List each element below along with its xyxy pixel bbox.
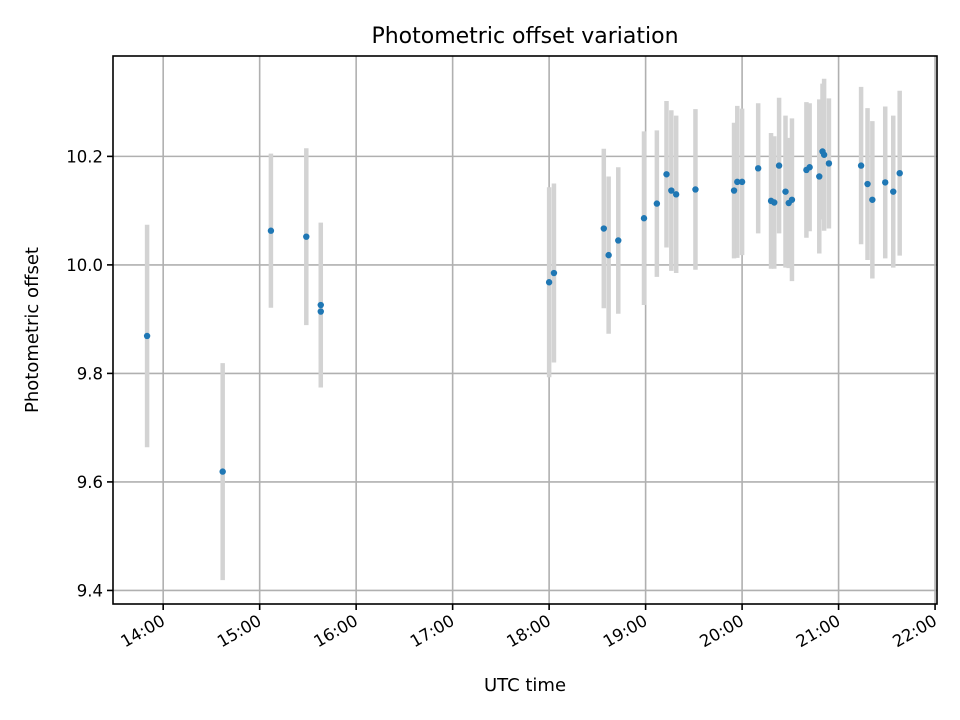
data-point [143,332,151,340]
y-tick-label: 10.2 [66,147,103,166]
data-point [775,162,783,169]
data-point [317,301,324,309]
data-point [640,215,648,222]
data-point [692,186,699,193]
plot-frame [112,55,938,605]
data-point [303,233,310,240]
data-point [219,468,226,475]
data-point [816,173,823,180]
y-tick-label: 10.0 [66,256,103,275]
y-tick-label: 9.4 [77,581,103,600]
x-tick-label: 18:00 [503,611,554,651]
x-axis-label: UTC time [484,675,566,696]
data-point [653,200,661,207]
data-point [672,191,680,198]
point-layer [143,148,903,475]
data-point [806,164,813,171]
data-point [869,196,876,203]
data-point [600,225,607,232]
data-point [825,160,833,167]
data-point [668,187,675,194]
x-tick-label: 21:00 [793,611,844,651]
data-point [896,169,903,177]
x-tick-label: 16:00 [310,611,361,651]
data-point [317,308,324,315]
data-point [782,188,789,195]
y-tick-label: 9.6 [77,473,103,492]
data-point [267,227,275,234]
data-point [734,178,741,186]
data-point [738,178,746,186]
data-point [605,251,612,259]
x-tick-label: 19:00 [600,611,651,651]
x-tick-label: 17:00 [407,611,458,651]
data-point [771,199,778,206]
data-point [890,188,897,195]
x-tick-label: 20:00 [696,611,747,651]
data-point [615,237,622,244]
data-point [550,269,558,277]
x-tick-label: 22:00 [889,611,940,651]
data-point [754,165,762,172]
y-axis-label: Photometric offset [22,247,43,413]
chart-title: Photometric offset variation [371,24,678,49]
x-tick-label: 14:00 [117,611,168,651]
data-point [882,179,889,186]
y-tick-label: 9.8 [77,364,103,383]
data-point [730,187,738,194]
data-point [788,196,796,203]
data-point [864,180,871,188]
data-point [663,171,670,178]
data-point [545,279,553,286]
grid-layer [113,56,937,604]
data-point [820,151,828,158]
x-tick-label: 15:00 [214,611,265,651]
data-point [857,162,865,169]
